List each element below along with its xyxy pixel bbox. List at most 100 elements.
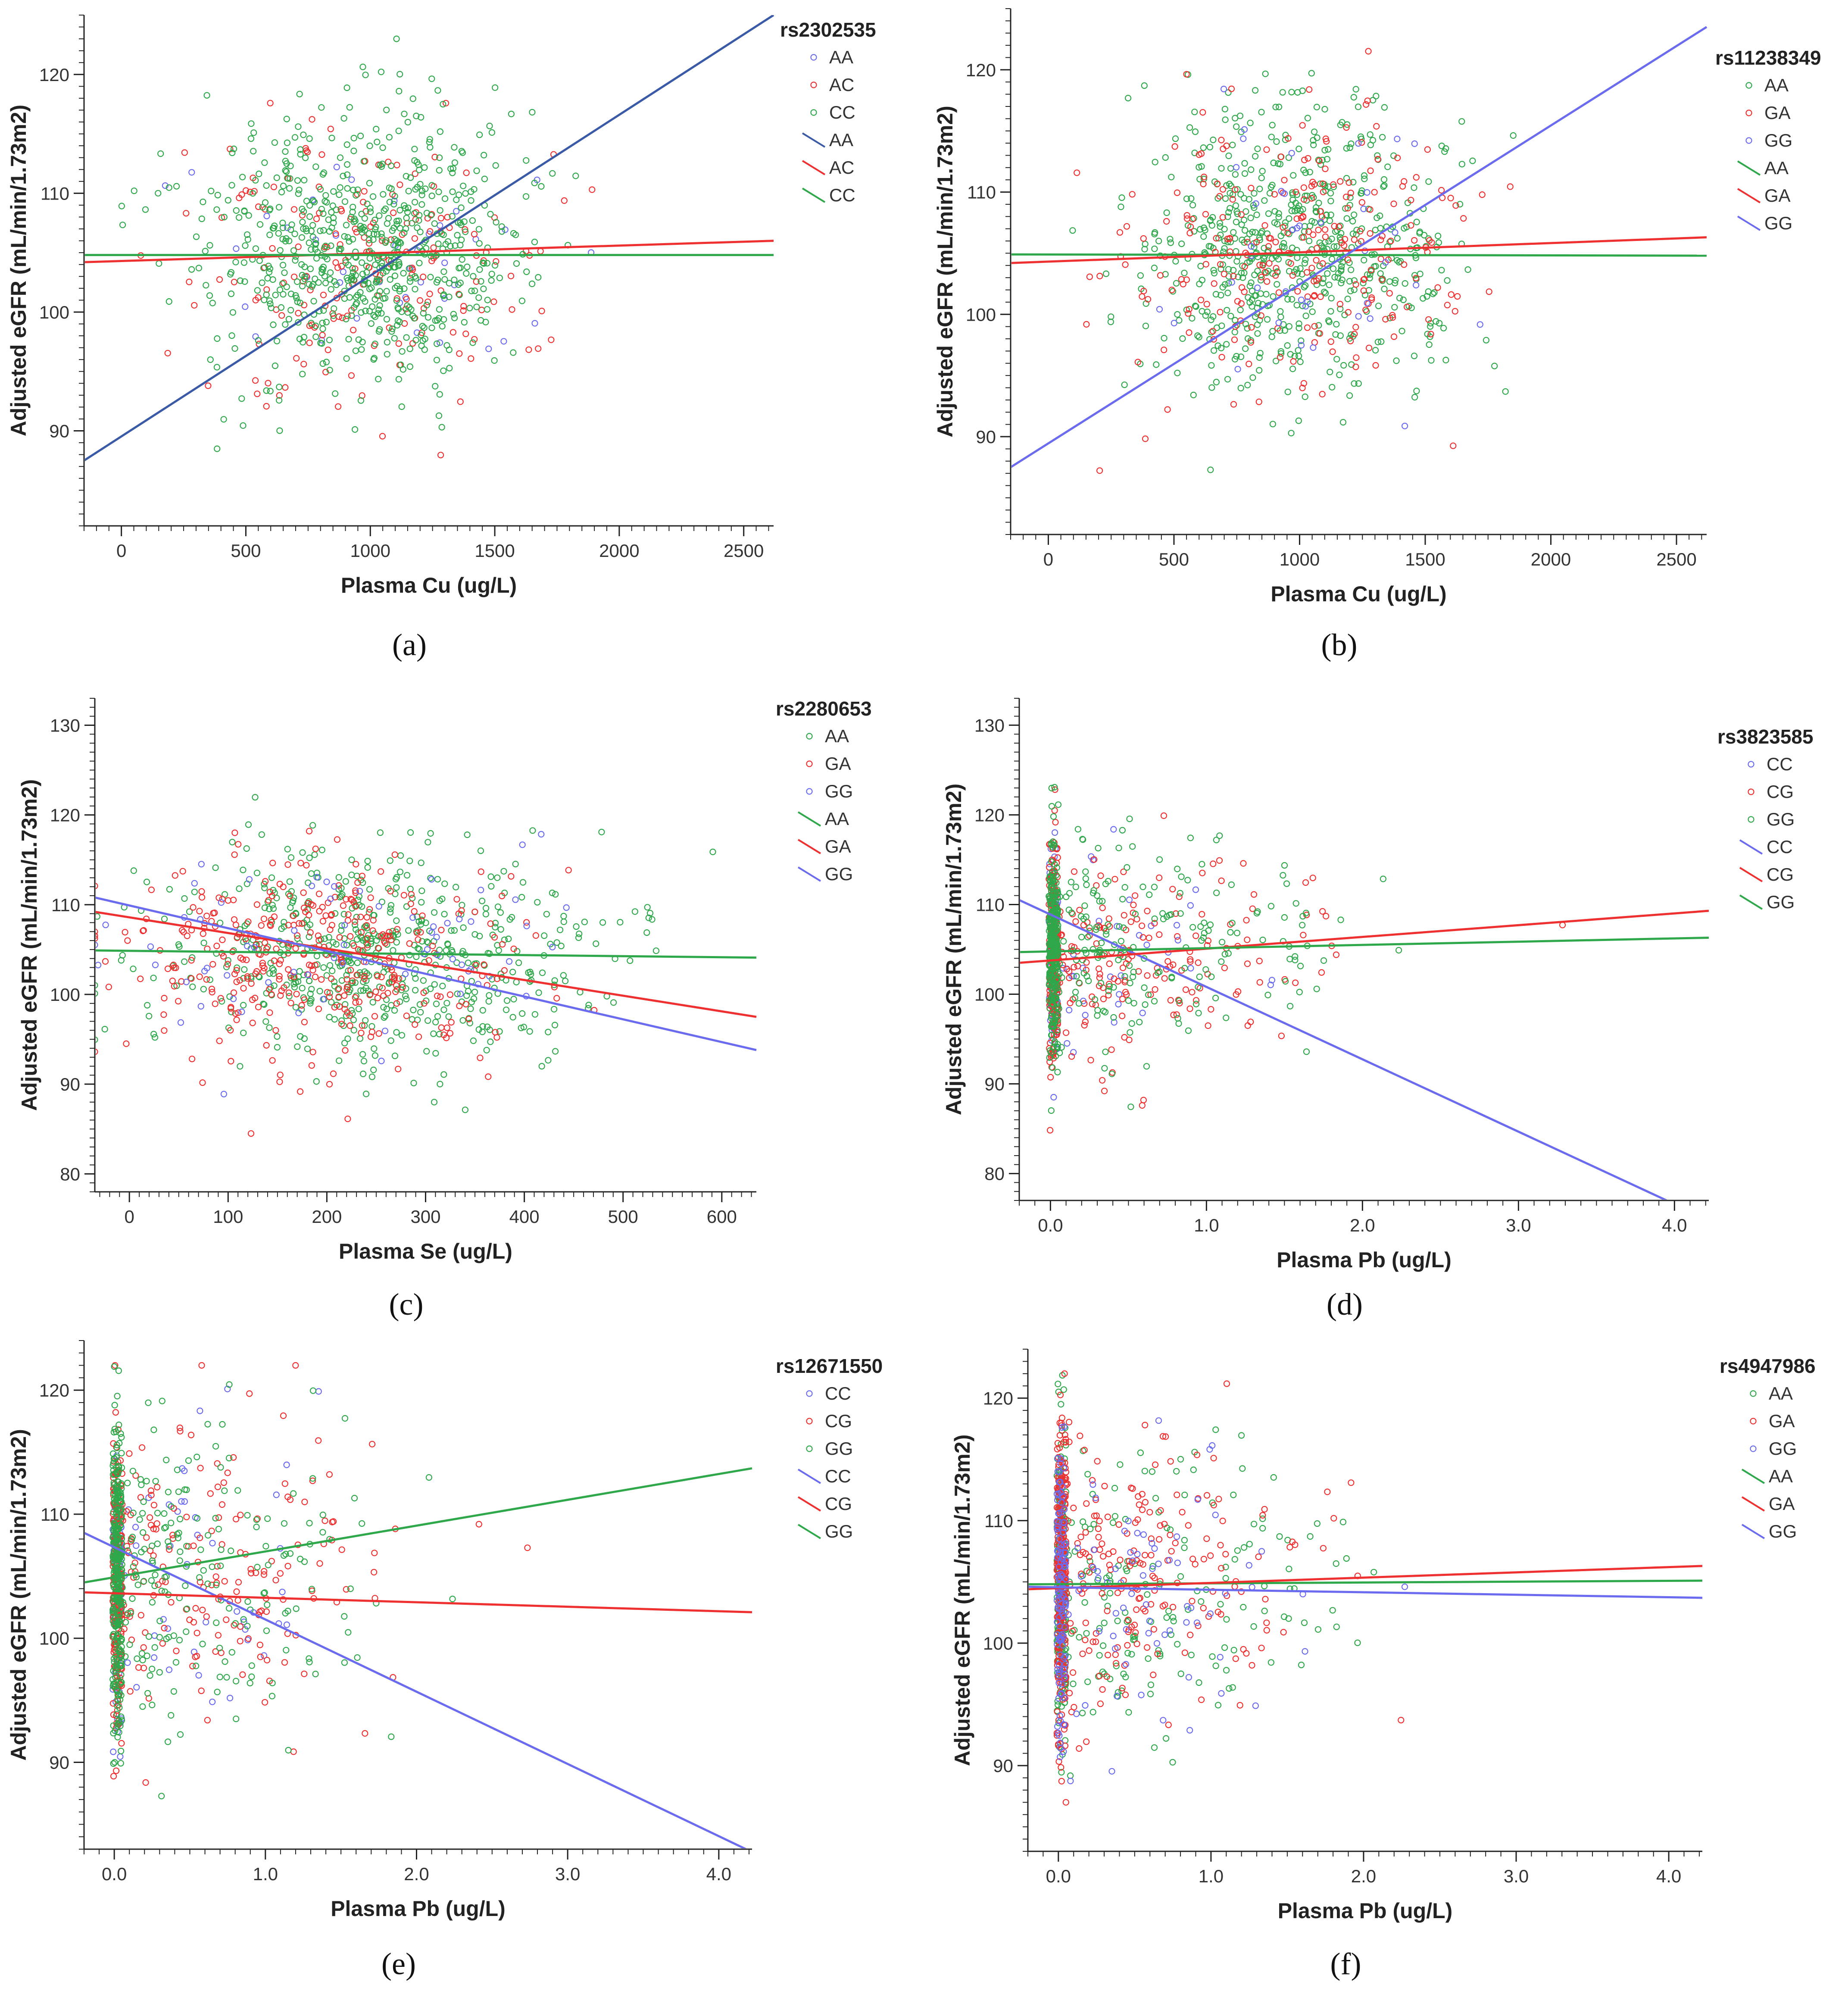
data-point: [572, 172, 579, 179]
data-point: [359, 271, 366, 278]
data-point: [1054, 942, 1061, 949]
data-point: [1121, 973, 1128, 980]
data-point: [313, 874, 320, 881]
data-point: [1366, 344, 1373, 351]
data-point: [1253, 211, 1260, 218]
data-point: [239, 1671, 246, 1678]
data-point: [453, 896, 460, 903]
data-point: [1346, 144, 1353, 151]
data-point: [198, 861, 205, 868]
data-point: [1323, 138, 1330, 145]
data-point: [446, 280, 453, 287]
data-point: [1071, 868, 1078, 875]
data-point: [435, 240, 442, 247]
data-point: [371, 1550, 378, 1556]
data-point: [1309, 178, 1316, 185]
data-point: [319, 266, 326, 273]
data-point: [203, 1613, 210, 1620]
data-point: [1367, 271, 1374, 278]
data-point: [1313, 204, 1320, 211]
data-point: [339, 960, 346, 967]
data-point: [1320, 188, 1327, 195]
data-point: [1174, 866, 1181, 872]
data-point: [395, 128, 402, 134]
data-point: [1055, 801, 1062, 808]
data-point: [1229, 191, 1236, 198]
data-point: [253, 901, 261, 908]
data-point: [392, 284, 399, 291]
data-point: [1060, 938, 1067, 945]
data-point: [462, 226, 468, 233]
data-point: [1411, 353, 1418, 359]
data-point: [1288, 207, 1295, 214]
data-point: [449, 169, 456, 176]
data-point: [1207, 466, 1214, 473]
legend-label: GA: [825, 836, 851, 856]
data-point: [388, 966, 395, 973]
data-point: [1341, 242, 1348, 249]
legend-marker: [806, 760, 813, 767]
data-point: [260, 1652, 268, 1659]
data-point: [483, 1047, 490, 1053]
data-point: [1325, 146, 1332, 153]
data-point: [407, 900, 414, 907]
data-point: [381, 1028, 389, 1035]
data-point: [406, 345, 413, 352]
data-point: [214, 1483, 221, 1491]
data-point: [338, 263, 345, 270]
data-point: [323, 319, 330, 325]
data-point: [1244, 325, 1251, 332]
data-point: [347, 933, 354, 940]
data-point: [1269, 421, 1276, 428]
data-point: [1345, 256, 1352, 263]
data-point: [1068, 878, 1075, 886]
data-point: [463, 169, 470, 176]
data-point: [1416, 230, 1423, 237]
data-point: [1438, 267, 1445, 274]
data-point: [472, 962, 479, 969]
data-point: [394, 926, 401, 933]
data-point: [1187, 223, 1194, 230]
data-point: [221, 1578, 228, 1585]
data-point: [1130, 1000, 1137, 1006]
data-point: [473, 278, 480, 285]
data-point: [387, 276, 393, 283]
data-point: [271, 957, 278, 964]
data-point: [124, 937, 131, 944]
data-point: [323, 878, 330, 885]
data-point: [1384, 163, 1391, 170]
data-point: [281, 1659, 288, 1666]
data-point: [480, 285, 487, 292]
data-point: [398, 1032, 406, 1039]
data-point: [496, 1028, 503, 1035]
data-point: [304, 149, 311, 156]
data-point: [285, 922, 292, 928]
data-point: [1115, 1001, 1122, 1008]
data-point: [265, 986, 273, 993]
data-point: [1136, 1019, 1143, 1025]
data-point: [1241, 269, 1248, 276]
data-point: [1160, 812, 1167, 819]
data-point: [261, 1699, 268, 1706]
data-point: [252, 297, 259, 303]
data-point: [1348, 266, 1355, 273]
data-point: [366, 180, 373, 187]
y-tick-label: 130: [974, 715, 1005, 735]
data-point: [565, 867, 572, 874]
data-point: [1174, 937, 1181, 944]
data-point: [458, 236, 465, 244]
data-point: [419, 912, 426, 919]
data-point: [393, 1029, 400, 1036]
data-point: [330, 219, 337, 226]
data-point: [371, 226, 379, 233]
data-point: [1327, 217, 1333, 224]
data-point: [473, 303, 480, 310]
data-point: [1252, 153, 1259, 160]
data-point: [1139, 1102, 1146, 1109]
data-point: [346, 238, 353, 245]
series-ga-points: [1074, 48, 1514, 474]
data-point: [1105, 921, 1111, 928]
data-point: [1300, 931, 1307, 938]
data-point: [491, 262, 499, 269]
